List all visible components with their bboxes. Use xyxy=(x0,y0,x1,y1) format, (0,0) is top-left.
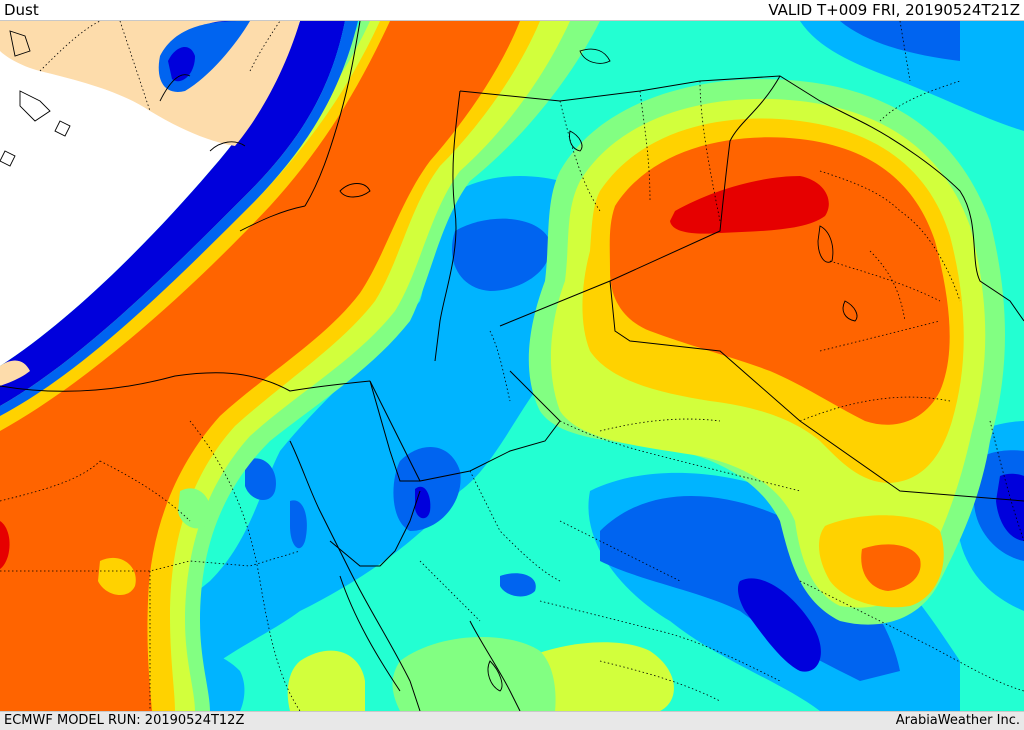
map-title: Dust xyxy=(4,1,39,19)
footer-bar: ECMWF MODEL RUN: 20190524T12Z ArabiaWeat… xyxy=(0,711,1024,730)
valid-time-label: VALID T+009 FRI, 20190524T21Z xyxy=(768,1,1020,19)
header-bar: Dust VALID T+009 FRI, 20190524T21Z xyxy=(0,0,1024,21)
dust-forecast-map[interactable] xyxy=(0,21,1024,711)
model-run-label: ECMWF MODEL RUN: 20190524T12Z xyxy=(4,713,244,728)
credit-label: ArabiaWeather Inc. xyxy=(896,713,1020,728)
